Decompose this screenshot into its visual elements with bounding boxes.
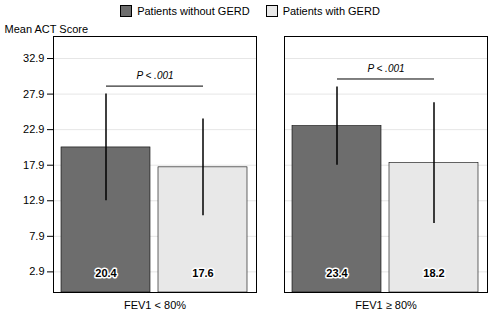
svg-text:Mean ACT Score: Mean ACT Score — [5, 23, 89, 35]
svg-text:FEV1 ≥ 80%: FEV1 ≥ 80% — [355, 299, 417, 311]
svg-text:17.6: 17.6 — [192, 267, 213, 279]
svg-text:23.4: 23.4 — [326, 267, 348, 279]
svg-text:7.9: 7.9 — [29, 230, 44, 242]
svg-text:FEV1 < 80%: FEV1 < 80% — [124, 299, 186, 311]
svg-text:P < .001: P < .001 — [367, 63, 404, 74]
html-text:Patients without GERD: Patients without GERD — [137, 5, 250, 17]
svg-text:18.2: 18.2 — [423, 267, 444, 279]
svg-text:20.4: 20.4 — [95, 267, 117, 279]
svg-text:32.9: 32.9 — [23, 52, 44, 64]
html-text:Patients with GERD: Patients with GERD — [282, 5, 380, 17]
svg-text:27.9: 27.9 — [23, 88, 44, 100]
svg-text:2.9: 2.9 — [29, 265, 44, 277]
svg-text:12.9: 12.9 — [23, 194, 44, 206]
svg-text:P < .001: P < .001 — [136, 70, 173, 81]
svg-text:17.9: 17.9 — [23, 159, 44, 171]
svg-text:22.9: 22.9 — [23, 123, 44, 135]
